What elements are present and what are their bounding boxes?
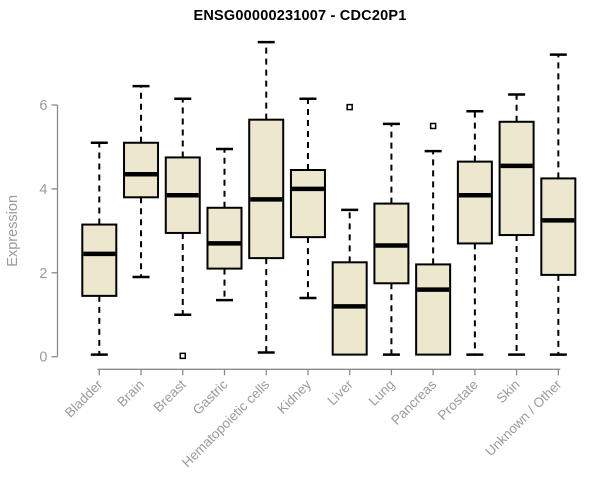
y-axis-title: Expression	[5, 195, 21, 267]
x-category-label: Kidney	[274, 377, 314, 417]
iqr-box	[540, 177, 577, 276]
x-category-label: Skin	[494, 377, 523, 406]
y-tick-label: 2	[39, 266, 47, 282]
x-category-label: Pancreas	[388, 377, 439, 428]
outlier-point	[346, 103, 353, 111]
chart-title: ENSG00000231007 - CDC20P1	[193, 8, 407, 24]
outlier-point	[179, 352, 187, 360]
y-tick-label: 6	[39, 98, 47, 114]
y-tick-label: 4	[39, 182, 47, 198]
iqr-box	[123, 141, 160, 199]
x-category-label: Brain	[114, 377, 147, 410]
x-category-label: Gastric	[190, 377, 231, 418]
iqr-box	[81, 223, 118, 297]
iqr-box	[206, 206, 243, 270]
x-category-label: Bladder	[62, 376, 106, 420]
iqr-box	[289, 169, 326, 239]
iqr-box	[498, 120, 535, 237]
iqr-box	[456, 160, 493, 245]
x-category-label: Unknown / Other	[482, 376, 565, 459]
iqr-box	[248, 118, 285, 260]
x-category-label: Liver	[325, 376, 357, 408]
x-category-label: Lung	[366, 377, 398, 409]
y-tick-label: 0	[39, 350, 47, 366]
outlier-point	[429, 122, 437, 130]
x-category-label: Breast	[151, 377, 189, 415]
iqr-box	[415, 263, 452, 356]
x-category-label: Prostate	[435, 377, 481, 423]
